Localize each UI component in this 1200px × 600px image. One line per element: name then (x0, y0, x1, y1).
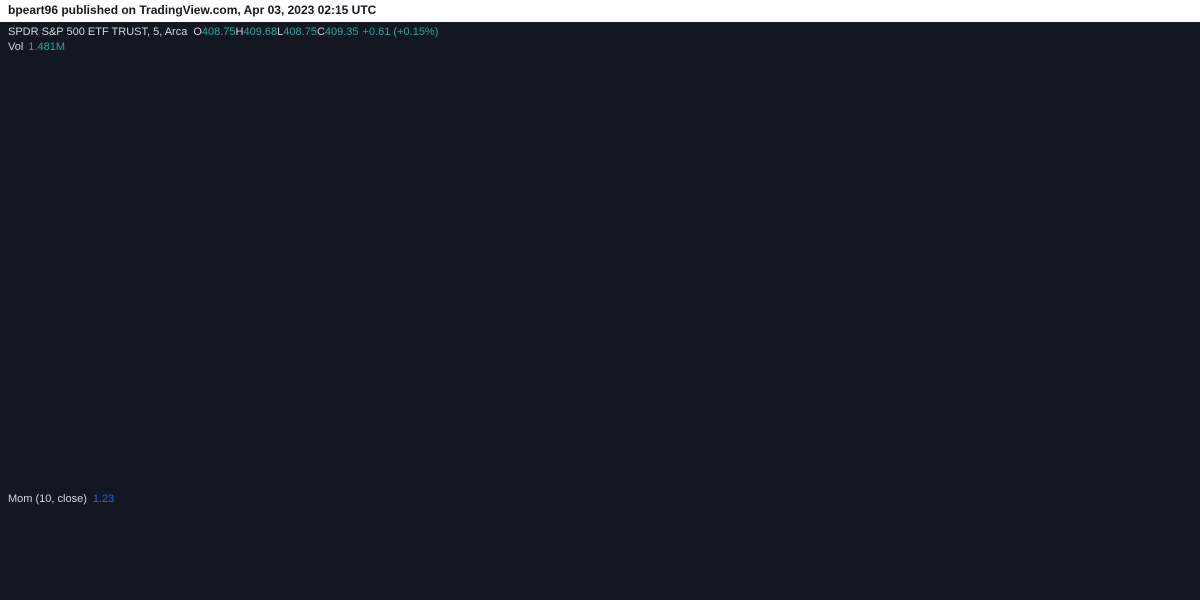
momentum-legend: Mom (10, close) 1.23 (8, 493, 114, 505)
publish-info: bpeart96 published on TradingView.com, A… (8, 3, 377, 17)
ohlc-key: O (193, 26, 202, 38)
momentum-name: Mom (10, close) (8, 493, 87, 505)
symbol-legend: SPDR S&P 500 ETF TRUST, 5, Arca O408.75H4… (8, 26, 438, 38)
ohlc-key: L (277, 26, 283, 38)
ohlc-value: 409.35 (325, 26, 359, 38)
volume-legend: Vol 1.481M (8, 41, 65, 53)
volume-value: 1.481M (28, 41, 65, 53)
ohlc-value: 409.68 (244, 26, 278, 38)
symbol-name: SPDR S&P 500 ETF TRUST, 5, Arca (8, 26, 188, 38)
momentum-value: 1.23 (93, 493, 114, 505)
ohlc-value: 408.75 (283, 26, 317, 38)
ohlc-key: C (317, 26, 325, 38)
ohlc-key: H (236, 26, 244, 38)
legend: SPDR S&P 500 ETF TRUST, 5, Arca O408.75H4… (8, 26, 438, 505)
volume-name: Vol (8, 41, 23, 53)
publish-bar (0, 0, 1200, 22)
ohlc-value: 408.75 (202, 26, 236, 38)
change-value: +0.61 (+0.15%) (363, 26, 439, 38)
